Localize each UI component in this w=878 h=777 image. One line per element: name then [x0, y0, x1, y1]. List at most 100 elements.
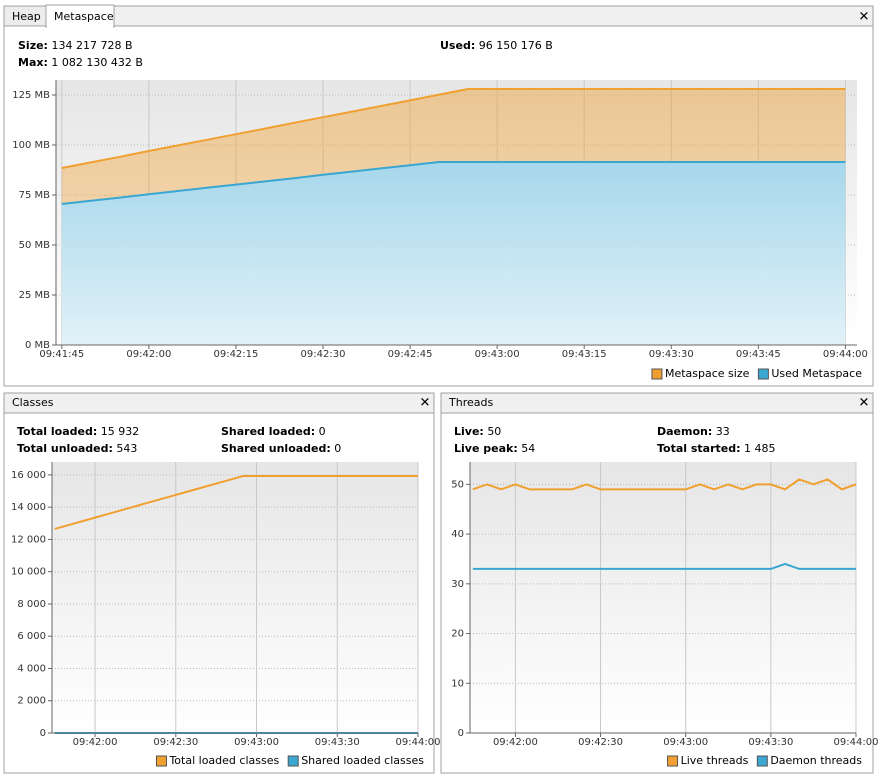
x-tick-label: 09:43:00 — [234, 737, 279, 748]
stat-label: Live peak: — [454, 442, 518, 455]
line — [472, 562, 856, 570]
x-tick-label: 09:44:00 — [396, 737, 441, 748]
tab-label[interactable]: Metaspace — [54, 10, 114, 23]
legend-swatch — [667, 755, 679, 767]
line — [61, 161, 846, 205]
stat-label: Total unloaded: — [17, 442, 113, 455]
stat: Max: 1 082 130 432 B — [18, 56, 143, 69]
y-tick-label: 75 MB — [19, 190, 51, 201]
y-tick-label: 20 — [451, 629, 464, 640]
x-tick-label: 09:44:00 — [823, 349, 868, 360]
y-tick-label: 16 000 — [11, 470, 46, 481]
plot-background — [470, 462, 856, 733]
stat: Total loaded: 15 932 — [17, 425, 139, 438]
y-tick-label: 0 — [458, 728, 464, 739]
x-tick-label: 09:43:45 — [736, 349, 781, 360]
x-tick-label: 09:43:15 — [562, 349, 607, 360]
y-tick-label: 30 — [451, 579, 464, 590]
tab-bar — [3, 5, 874, 27]
y-tick-label: 125 MB — [12, 90, 50, 101]
y-tick-label: 25 MB — [19, 290, 51, 301]
y-tick-label: 14 000 — [11, 502, 46, 513]
stat: Total started: 1 485 — [657, 442, 776, 455]
panel-header — [440, 392, 874, 414]
tab-label[interactable]: Heap — [12, 10, 41, 23]
stat: Shared loaded: 0 — [221, 425, 326, 438]
stat: Shared unloaded: 0 — [221, 442, 341, 455]
stat-value: 543 — [116, 442, 137, 455]
stat-value: 15 932 — [101, 425, 140, 438]
stat-label: Daemon: — [657, 425, 712, 438]
line — [61, 88, 846, 169]
stat: Total unloaded: 543 — [17, 442, 137, 455]
stat: Used: 96 150 176 B — [440, 39, 553, 52]
legend-label: Used Metaspace — [771, 367, 862, 380]
stat: Live peak: 54 — [454, 442, 535, 455]
y-tick-label: 12 000 — [11, 534, 46, 545]
legend-swatch — [287, 755, 299, 767]
x-tick-label: 09:42:30 — [301, 349, 346, 360]
x-tick-label: 09:43:00 — [475, 349, 520, 360]
stat-value: 0 — [334, 442, 341, 455]
plot-background — [52, 462, 418, 733]
x-tick-label: 09:42:00 — [493, 737, 538, 748]
x-tick-label: 09:43:30 — [315, 737, 360, 748]
x-tick-label: 09:44:00 — [834, 737, 878, 748]
y-tick-label: 6 000 — [17, 631, 46, 642]
y-tick-label: 10 000 — [11, 567, 46, 578]
stat-label: Max: — [18, 56, 48, 69]
stat-value: 54 — [521, 442, 535, 455]
x-tick-label: 09:42:45 — [388, 349, 433, 360]
stat-value: 1 082 130 432 B — [51, 56, 143, 69]
close-button[interactable]: ✕ — [859, 396, 870, 411]
stat-label: Shared unloaded: — [221, 442, 331, 455]
y-tick-label: 8 000 — [17, 599, 46, 610]
y-tick-label: 40 — [451, 529, 464, 540]
stat-label: Total started: — [657, 442, 741, 455]
tab-join — [47, 25, 113, 28]
stat-value: 134 217 728 B — [51, 39, 132, 52]
legend-swatch — [756, 755, 768, 767]
legend-label: Live threads — [681, 754, 749, 767]
x-tick-label: 09:42:30 — [153, 737, 198, 748]
y-tick-label: 0 MB — [25, 340, 50, 351]
x-tick-label: 09:42:00 — [73, 737, 118, 748]
stat-label: Live: — [454, 425, 484, 438]
stat-label: Used: — [440, 39, 475, 52]
close-button[interactable]: ✕ — [420, 396, 431, 411]
y-tick-label: 4 000 — [17, 663, 46, 674]
stat: Live: 50 — [454, 425, 501, 438]
line — [472, 478, 857, 491]
x-tick-label: 09:43:30 — [649, 349, 694, 360]
legend-label: Metaspace size — [665, 367, 750, 380]
close-button[interactable]: ✕ — [859, 10, 870, 25]
legend-swatch — [757, 368, 769, 380]
stat-value: 96 150 176 B — [479, 39, 553, 52]
line — [54, 475, 418, 530]
y-tick-label: 100 MB — [12, 140, 50, 151]
y-tick-label: 50 — [451, 479, 464, 490]
x-tick-label: 09:42:30 — [578, 737, 623, 748]
x-tick-label: 09:42:15 — [213, 349, 258, 360]
y-tick-label: 50 MB — [19, 240, 51, 251]
legend-swatch — [651, 368, 663, 380]
stat: Daemon: 33 — [657, 425, 730, 438]
stat-label: Shared loaded: — [221, 425, 315, 438]
legend-label: Shared loaded classes — [301, 754, 424, 767]
stat-value: 1 485 — [744, 442, 776, 455]
x-tick-label: 09:41:45 — [39, 349, 84, 360]
stat-value: 33 — [716, 425, 730, 438]
y-tick-label: 2 000 — [17, 696, 46, 707]
stat-label: Total loaded: — [17, 425, 97, 438]
y-tick-label: 10 — [451, 678, 464, 689]
legend-swatch — [155, 755, 167, 767]
stat-label: Size: — [18, 39, 48, 52]
x-tick-label: 09:42:00 — [126, 349, 171, 360]
stat: Size: 134 217 728 B — [18, 39, 133, 52]
panel-title: Threads — [448, 396, 493, 409]
stat-value: 0 — [319, 425, 326, 438]
stat-value: 50 — [487, 425, 501, 438]
x-tick-label: 09:43:00 — [663, 737, 708, 748]
